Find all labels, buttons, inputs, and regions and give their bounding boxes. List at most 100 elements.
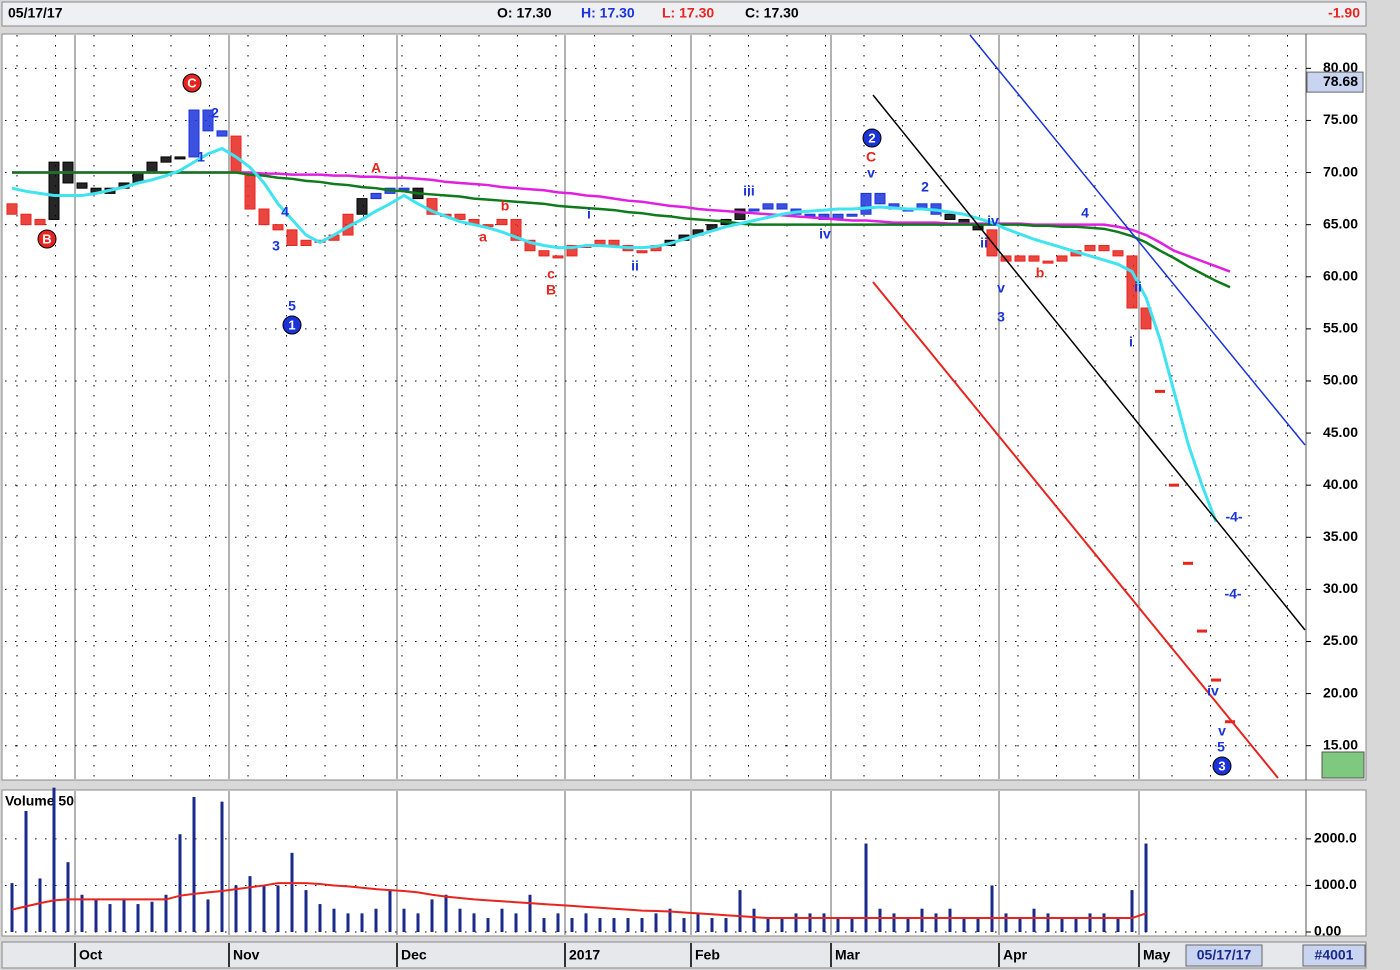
candle xyxy=(216,130,228,137)
candle xyxy=(496,218,508,226)
volume-bar xyxy=(430,899,434,932)
volume-bar xyxy=(528,894,532,932)
wave-label: 3 xyxy=(1218,758,1225,773)
candle xyxy=(608,239,620,246)
wave-label: ii xyxy=(631,258,639,274)
wave-label: 2 xyxy=(211,105,219,121)
y-tick-label: 75.00 xyxy=(1323,111,1358,127)
candle xyxy=(846,213,858,217)
volume-bar xyxy=(290,852,294,932)
volume-bar xyxy=(1004,913,1008,932)
wave-label: C xyxy=(187,75,197,90)
wave-label: v xyxy=(867,165,875,181)
volume-bar xyxy=(192,796,196,932)
volume-bar xyxy=(318,904,322,932)
candle xyxy=(860,192,872,215)
volume-bar xyxy=(556,913,560,932)
volume-bar xyxy=(752,908,756,932)
wave-circle xyxy=(182,73,202,93)
volume-bar xyxy=(150,901,154,932)
volume-bar xyxy=(948,908,952,932)
volume-bar xyxy=(500,908,504,932)
candle xyxy=(1098,244,1110,252)
x-tick-label: Feb xyxy=(695,947,720,963)
wave-label: iv xyxy=(987,213,999,229)
volume-bar xyxy=(738,890,742,932)
wave-label: 3 xyxy=(272,238,280,254)
wave-circle xyxy=(282,315,302,335)
wave-label: ii xyxy=(980,235,988,251)
volume-bar xyxy=(668,908,672,932)
wave-label: iv xyxy=(1207,683,1219,699)
wave-label: A xyxy=(371,160,381,176)
wave-label: 4 xyxy=(1081,205,1089,221)
wave-label: i xyxy=(587,206,591,222)
candle xyxy=(202,109,214,132)
candle xyxy=(272,224,284,231)
volume-bar xyxy=(24,810,28,932)
volume-bar xyxy=(444,894,448,932)
volume-bar xyxy=(864,843,868,932)
candle xyxy=(188,109,200,158)
projection-dash xyxy=(1211,678,1221,682)
x-tick-label: Dec xyxy=(401,947,427,963)
volume-bar xyxy=(1074,918,1078,932)
line xyxy=(12,171,1231,289)
volume-bar xyxy=(654,913,658,932)
volume-bar xyxy=(962,918,966,932)
price-marker-label: 78.68 xyxy=(1323,73,1358,89)
volume-bar xyxy=(234,885,238,932)
header-low: L: 17.30 xyxy=(662,5,714,21)
y-tick-label: 30.00 xyxy=(1323,580,1358,596)
candle xyxy=(524,239,536,252)
wave-label: iv xyxy=(819,226,831,242)
y-tick-label: 20.00 xyxy=(1323,684,1358,700)
volume-bar xyxy=(584,913,588,932)
volume-bar xyxy=(598,918,602,932)
volume-bar xyxy=(276,885,280,932)
volume-bar xyxy=(38,878,42,932)
wave-label: C xyxy=(866,149,876,165)
candle xyxy=(244,172,256,210)
y-tick-label: 25.00 xyxy=(1323,632,1358,648)
volume-bar xyxy=(388,890,392,932)
icon[interactable] xyxy=(1321,751,1365,779)
x-tick-label: Nov xyxy=(233,947,260,963)
volume-bar xyxy=(878,908,882,932)
volume-bar xyxy=(892,913,896,932)
candle xyxy=(636,250,648,254)
volume-bar xyxy=(976,918,980,932)
candle xyxy=(1028,255,1040,262)
volume-bar xyxy=(514,913,518,932)
line xyxy=(11,882,1147,920)
volume-bar xyxy=(1088,913,1092,932)
candle xyxy=(454,213,466,220)
wave-label: c xyxy=(547,266,555,282)
wave-label: 5 xyxy=(1217,739,1225,755)
volume-bar xyxy=(612,918,616,932)
candle xyxy=(6,203,18,215)
y-tick-label: 55.00 xyxy=(1323,320,1358,336)
header-high: H: 17.30 xyxy=(581,5,635,21)
wave-label: 1 xyxy=(197,149,205,165)
volume-bar xyxy=(402,908,406,932)
y-tick-label: 45.00 xyxy=(1323,424,1358,440)
candle xyxy=(538,250,550,257)
wave-label: a xyxy=(479,229,487,245)
volume-bar xyxy=(766,918,770,932)
volume-bar xyxy=(136,904,140,932)
header-change: -1.90 xyxy=(1328,5,1360,21)
candle xyxy=(356,198,368,215)
wave-label: ii xyxy=(1134,279,1142,295)
wave-label: iii xyxy=(743,183,755,199)
volume-bar xyxy=(304,890,308,932)
y-tick-label: 0.00 xyxy=(1314,923,1341,939)
candle xyxy=(1014,255,1026,262)
volume-bar xyxy=(682,918,686,932)
y-tick-label: 50.00 xyxy=(1323,372,1358,388)
y-tick-label: 40.00 xyxy=(1323,476,1358,492)
x-tick-label: Apr xyxy=(1003,947,1028,963)
volume-bar xyxy=(248,876,252,932)
wave-label: 2 xyxy=(921,179,929,195)
candle xyxy=(552,255,564,259)
